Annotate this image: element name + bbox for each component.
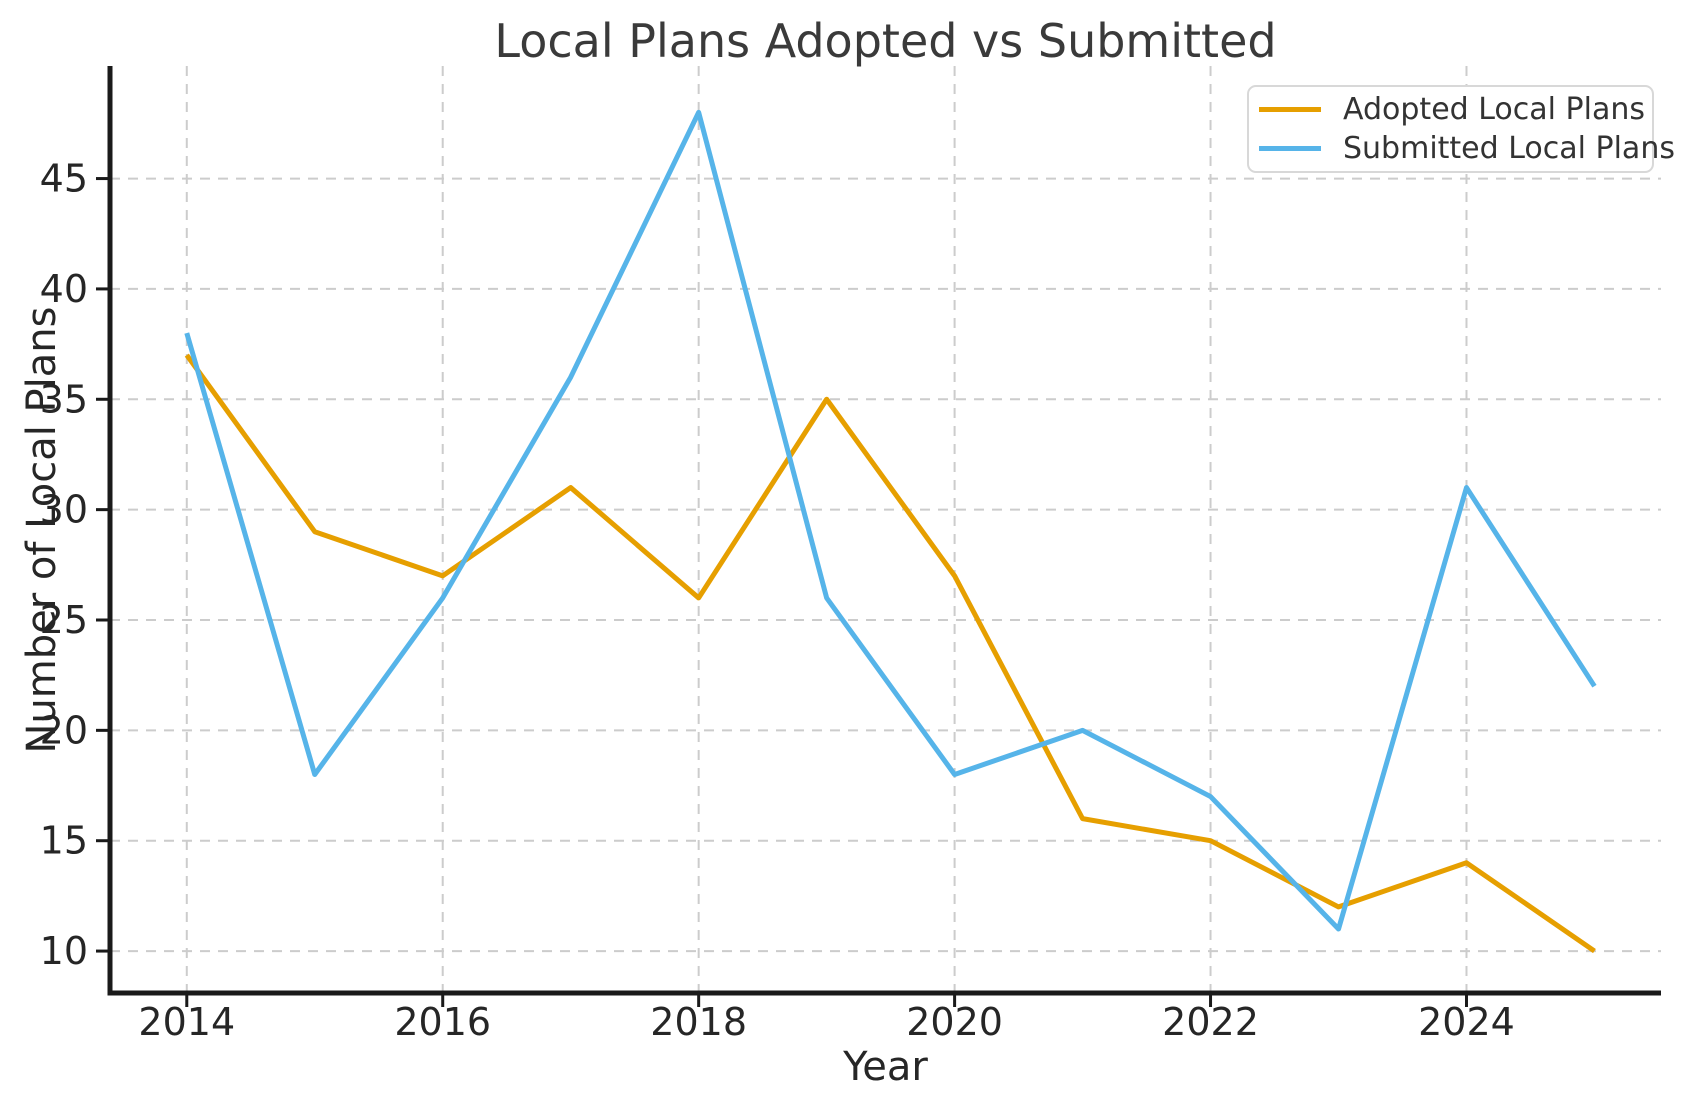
legend-swatch-adopted	[1259, 106, 1321, 112]
svg-text:30: 30	[40, 488, 88, 532]
legend-item: Adopted Local Plans	[1259, 92, 1652, 127]
legend-swatch-submitted	[1259, 146, 1321, 152]
svg-text:40: 40	[40, 267, 88, 311]
svg-text:25: 25	[40, 598, 88, 642]
svg-text:2024: 2024	[1418, 1000, 1515, 1044]
svg-text:15: 15	[40, 819, 88, 863]
svg-text:2022: 2022	[1162, 1000, 1259, 1044]
legend-item: Submitted Local Plans	[1259, 131, 1675, 166]
legend: Adopted Local Plans Submitted Local Plan…	[1247, 85, 1675, 173]
chart-title: Local Plans Adopted vs Submitted	[494, 14, 1277, 68]
x-axis-label: Year	[843, 1044, 928, 1090]
svg-text:2014: 2014	[138, 1000, 235, 1044]
legend-label: Adopted Local Plans	[1343, 91, 1645, 127]
svg-text:2020: 2020	[906, 1000, 1003, 1044]
legend-label: Submitted Local Plans	[1343, 131, 1675, 167]
svg-text:45: 45	[40, 157, 88, 201]
svg-text:10: 10	[40, 929, 88, 973]
svg-text:2016: 2016	[394, 1000, 491, 1044]
svg-text:20: 20	[40, 708, 88, 752]
svg-text:35: 35	[40, 377, 88, 421]
svg-text:2018: 2018	[650, 1000, 747, 1044]
